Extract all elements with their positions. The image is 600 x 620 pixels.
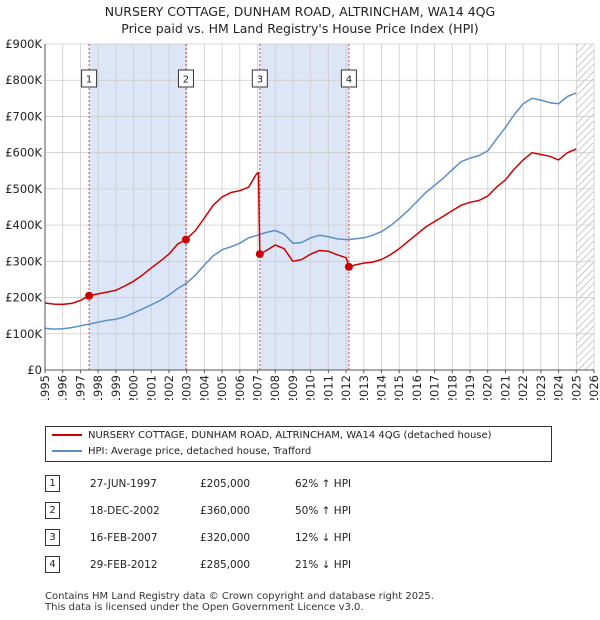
y-tick-label: £500K [5, 182, 42, 196]
x-tick-label: 2013 [357, 375, 371, 400]
y-tick-label: £700K [5, 109, 42, 123]
y-tick-label: £400K [5, 218, 42, 232]
x-tick-label: 2005 [215, 375, 229, 400]
shaded-range [259, 44, 349, 370]
x-tick-label: 2004 [197, 375, 211, 400]
sale-price: £205,000 [200, 477, 251, 490]
y-tick-label: £800K [5, 73, 42, 87]
sale-row: 2 18-DEC-2002 £360,000 50% ↑ HPI [45, 497, 395, 524]
annotation-box [340, 69, 357, 88]
annotation-label: 3 [257, 75, 263, 86]
footer-licence: This data is licensed under the Open Gov… [45, 602, 364, 613]
legend-label-hpi: HPI: Average price, detached house, Traf… [88, 446, 312, 457]
x-tick-label: 2009 [286, 375, 300, 400]
sale-point [255, 250, 264, 259]
x-tick-label: 2020 [481, 375, 495, 400]
sale-number: 2 [45, 502, 60, 519]
title-line-1: NURSERY COTTAGE, DUNHAM ROAD, ALTRINCHAM… [104, 4, 496, 19]
annotation-label: 2 [183, 75, 189, 86]
sale-price: £285,000 [200, 558, 251, 571]
y-tick-label: £200K [5, 291, 42, 305]
y-tick-label: £100K [5, 327, 42, 341]
x-tick-label: 1996 [56, 375, 70, 400]
sale-date: 16-FEB-2007 [90, 531, 158, 544]
sale-hpi-diff: 62% ↑ HPI [295, 477, 352, 490]
x-tick-label: 2023 [534, 375, 548, 400]
x-tick-label: 1997 [73, 375, 87, 400]
sale-date: 27-JUN-1997 [90, 477, 157, 490]
sale-price: £360,000 [200, 504, 251, 517]
legend-label-property: NURSERY COTTAGE, DUNHAM ROAD, ALTRINCHAM… [88, 430, 492, 441]
x-tick-label: 2002 [162, 375, 176, 400]
x-tick-label: 2022 [516, 375, 530, 400]
annotation-box [81, 69, 98, 88]
x-tick-label: 2026 [587, 375, 600, 400]
y-tick-label: £0 [27, 363, 42, 377]
x-tick-label: 2021 [498, 375, 512, 400]
sale-date: 18-DEC-2002 [90, 504, 160, 517]
sale-point [344, 262, 353, 271]
y-tick-label: £300K [5, 254, 42, 268]
sale-number: 4 [45, 556, 60, 573]
sale-hpi-diff: 50% ↑ HPI [295, 504, 352, 517]
footer: Contains HM Land Registry data © Crown c… [45, 591, 434, 613]
shaded-range [89, 44, 186, 370]
x-tick-label: 2017 [428, 375, 442, 400]
sale-date: 29-FEB-2012 [90, 558, 158, 571]
annotation-label: 4 [346, 75, 352, 86]
annotation-box [177, 69, 194, 88]
sales-table: 1 27-JUN-1997 £205,000 62% ↑ HPI 2 18-DEC-200… [45, 470, 395, 578]
annotation-label: 1 [86, 75, 92, 86]
footer-copyright: Contains HM Land Registry data © Crown c… [45, 591, 434, 602]
x-tick-label: 2003 [180, 375, 194, 400]
sale-hpi-diff: 21% ↓ HPI [295, 558, 352, 571]
x-tick-label: 2007 [251, 375, 265, 400]
x-tick-label: 2018 [445, 375, 459, 400]
x-tick-label: 2016 [410, 375, 424, 400]
legend-swatch-property [52, 434, 82, 436]
y-tick-label: £900K [5, 37, 42, 51]
price-chart: 1 2 3 4 £0 £100K £200K £300K £400K £500K £600K £700… [5, 37, 600, 400]
x-tick-label: 2010 [304, 375, 318, 400]
legend-item-hpi: HPI: Average price, detached house, Traf… [52, 445, 311, 459]
x-tick-label: 2015 [392, 375, 406, 400]
x-tick-label: 1998 [91, 375, 105, 400]
hpi-line [44, 92, 577, 330]
legend: NURSERY COTTAGE, DUNHAM ROAD, ALTRINCHAM… [45, 426, 552, 462]
x-tick-label: 2008 [268, 375, 282, 400]
sale-point [181, 235, 190, 244]
y-tick-label: £600K [5, 146, 42, 160]
sale-point [85, 291, 94, 300]
x-tick-label: 2024 [552, 375, 566, 400]
sale-row: 4 29-FEB-2012 £285,000 21% ↓ HPI [45, 551, 395, 578]
property-price-line [44, 148, 577, 306]
x-tick-label: 2012 [339, 375, 353, 400]
title-line-2: Price paid vs. HM Land Registry's House … [121, 21, 479, 36]
x-tick-label: 2001 [144, 375, 158, 400]
x-tick-label: 2000 [127, 375, 141, 400]
x-tick-label: 2014 [374, 375, 388, 400]
x-tick-label: 2019 [463, 375, 477, 400]
x-tick-label: 1995 [38, 375, 52, 400]
sale-row: 3 16-FEB-2007 £320,000 12% ↓ HPI [45, 524, 395, 551]
sale-row: 1 27-JUN-1997 £205,000 62% ↑ HPI [45, 470, 395, 497]
annotation-box [251, 69, 268, 88]
x-tick-label: 1999 [109, 375, 123, 400]
sale-number: 1 [45, 475, 60, 492]
forecast-hatch [576, 44, 594, 370]
x-tick-label: 2011 [321, 375, 335, 400]
x-tick-label: 2006 [233, 375, 247, 400]
legend-swatch-hpi [52, 450, 82, 452]
legend-item-property: NURSERY COTTAGE, DUNHAM ROAD, ALTRINCHAM… [52, 429, 492, 443]
sale-price: £320,000 [200, 531, 251, 544]
x-tick-label: 2025 [569, 375, 583, 400]
chart-title: NURSERY COTTAGE, DUNHAM ROAD, ALTRINCHAM… [0, 3, 600, 37]
sale-number: 3 [45, 529, 60, 546]
sale-hpi-diff: 12% ↓ HPI [295, 531, 352, 544]
